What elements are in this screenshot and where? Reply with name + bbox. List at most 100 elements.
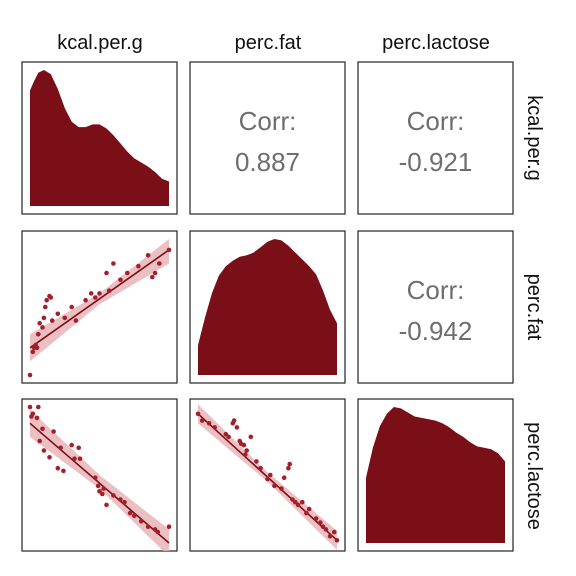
data-point [157, 261, 162, 266]
data-point [231, 418, 237, 423]
data-point [136, 263, 141, 269]
data-point [166, 524, 172, 529]
row-label-kcal-per-g: kcal.per.g [523, 95, 545, 181]
panels: Corr: 0.887 Corr: -0.921 Corr: -0.942 [21, 61, 514, 552]
data-point [58, 445, 63, 451]
data-point [34, 415, 40, 421]
data-point [51, 429, 56, 434]
data-point [272, 483, 277, 489]
data-point [49, 318, 55, 323]
data-point [155, 529, 161, 535]
data-point [48, 295, 54, 300]
data-point [145, 524, 151, 529]
data-point [43, 304, 48, 310]
data-point [93, 295, 98, 300]
row-label-perc-fat: perc.fat [523, 274, 545, 341]
data-point [258, 465, 263, 471]
data-point [199, 418, 205, 423]
data-point [195, 411, 201, 417]
regression-line [29, 249, 170, 349]
density-area-perc-lactose [366, 407, 505, 543]
panel-content [27, 404, 172, 551]
column-label-perc-fat: perc.fat [235, 32, 302, 54]
data-point [111, 493, 116, 498]
data-point [73, 318, 79, 323]
corr-value: 0.887 [235, 147, 300, 177]
panel-content [27, 239, 172, 378]
panel-frame [357, 230, 514, 384]
data-point [83, 297, 88, 303]
data-point [69, 304, 74, 310]
density-panel-perc-lactose [357, 398, 514, 552]
data-point [41, 448, 47, 453]
data-point [300, 499, 305, 505]
scatter-panel-kcal-per-g-vs-perc-fat [21, 230, 178, 384]
data-point [34, 345, 40, 351]
data-point [166, 247, 172, 253]
corr-panel-0-2: Corr: -0.921 [357, 61, 514, 215]
scatter-panel-perc-fat-vs-perc-lactose [189, 398, 346, 552]
data-point [62, 315, 68, 321]
corr-panel-0-1: Corr: 0.887 [189, 61, 346, 215]
corr-label: Corr: [407, 275, 465, 305]
panel-frame [357, 61, 514, 215]
data-point [37, 438, 42, 444]
data-point [313, 516, 319, 521]
data-point [100, 491, 105, 497]
density-area-kcal-per-g [30, 70, 169, 206]
data-point [127, 510, 133, 516]
regression-line [29, 422, 170, 544]
data-point [104, 270, 109, 276]
density-panel-kcal-per-g [21, 61, 178, 215]
corr-panel-1-2: Corr: -0.942 [357, 230, 514, 384]
density-area-perc-fat [198, 239, 337, 375]
confidence-band [30, 239, 169, 362]
data-point [111, 261, 116, 266]
data-point [145, 253, 151, 258]
corr-label: Corr: [239, 106, 297, 136]
row-labels: kcal.per.g perc.fat perc.lactose [523, 95, 545, 530]
data-point [97, 291, 102, 296]
data-point [212, 425, 217, 430]
data-point [40, 325, 45, 330]
data-point [318, 520, 323, 525]
corr-value: -0.921 [399, 147, 473, 177]
corr-label: Corr: [407, 106, 465, 136]
data-point [95, 483, 101, 489]
data-point [150, 274, 155, 280]
data-point [279, 486, 284, 491]
data-point [30, 349, 36, 355]
data-point [286, 465, 291, 471]
data-point [243, 452, 248, 457]
data-point [101, 486, 106, 491]
data-point [88, 291, 94, 296]
data-point [268, 472, 273, 478]
data-point [132, 513, 137, 519]
data-point [327, 533, 333, 539]
data-point [331, 529, 337, 535]
data-point [36, 331, 41, 337]
data-point [244, 448, 249, 453]
data-point [76, 445, 81, 451]
data-point [125, 270, 130, 276]
data-point [323, 527, 329, 532]
data-point [44, 297, 49, 303]
data-point [248, 434, 254, 440]
data-point [55, 311, 61, 317]
data-point [226, 434, 231, 440]
data-point [104, 502, 109, 508]
column-labels: kcal.per.g perc.fat perc.lactose [57, 32, 490, 54]
data-point [265, 476, 270, 482]
data-point [281, 475, 287, 481]
data-point [334, 538, 340, 543]
data-point [69, 442, 74, 448]
data-point [27, 372, 33, 378]
column-label-perc-lactose: perc.lactose [382, 32, 490, 54]
data-point [234, 425, 240, 430]
data-point [77, 456, 83, 462]
corr-value: -0.942 [399, 316, 473, 346]
row-label-perc-lactose: perc.lactose [523, 422, 545, 530]
data-point [122, 499, 127, 505]
data-point [40, 426, 45, 432]
